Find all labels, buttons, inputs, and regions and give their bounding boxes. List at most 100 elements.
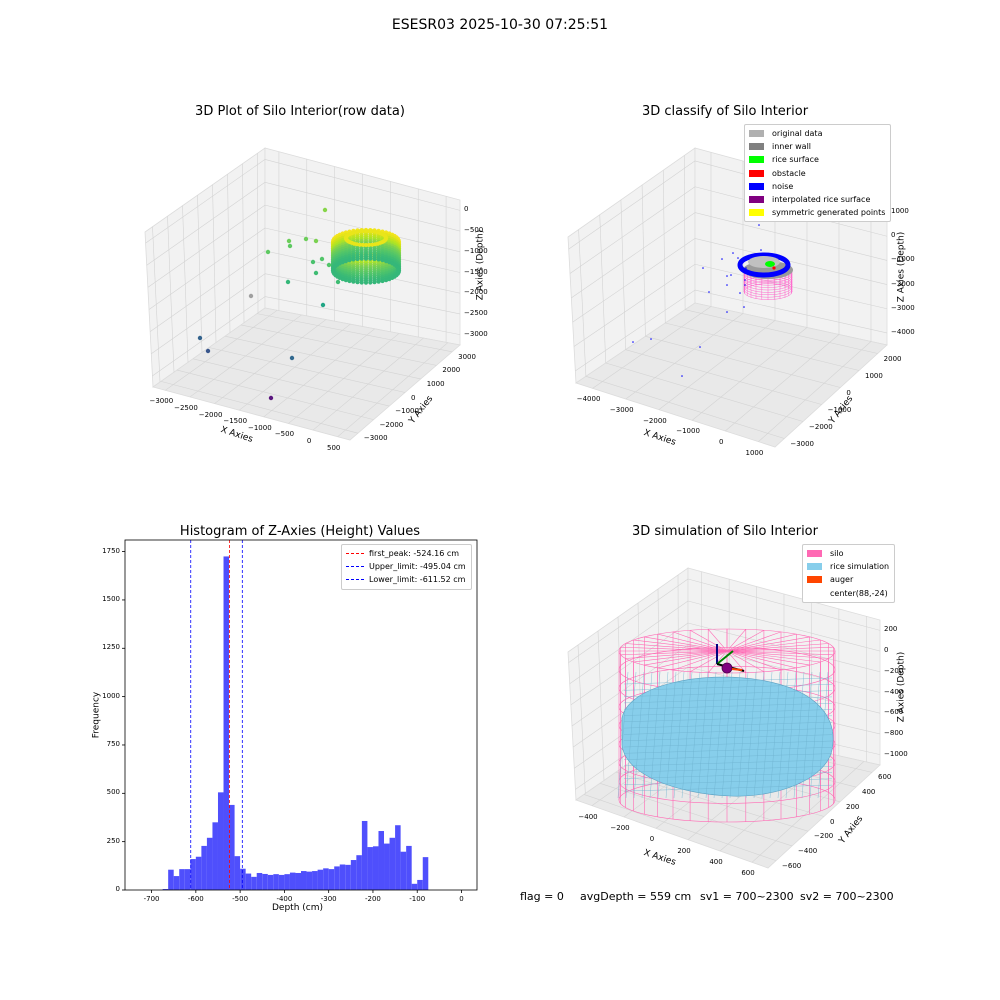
silo-roof-line	[689, 630, 765, 672]
data-point	[337, 256, 342, 261]
rice-mesh-line	[623, 753, 833, 760]
data-point	[351, 233, 356, 238]
legend-label: symmetric generated points	[772, 208, 886, 218]
data-point	[376, 239, 381, 244]
data-point	[387, 251, 392, 256]
data-point	[376, 242, 381, 247]
data-point	[376, 259, 381, 264]
data-point	[352, 241, 357, 246]
data-point	[384, 260, 389, 265]
grid-line	[189, 314, 302, 398]
data-point	[331, 263, 336, 268]
z-tick-label: 0	[464, 205, 469, 214]
y-tick-label: 0	[115, 885, 120, 893]
data-point	[390, 232, 395, 237]
plot2-floor-pane	[575, 302, 888, 448]
data-point	[355, 260, 360, 265]
data-point	[347, 252, 352, 257]
data-point	[396, 248, 401, 253]
data-point	[392, 274, 397, 279]
data-point	[384, 249, 389, 254]
x-tick-label: 400	[709, 858, 723, 866]
data-point	[392, 233, 397, 239]
data-point	[340, 246, 345, 251]
data-point	[347, 263, 352, 268]
legend-entry: auger	[807, 573, 889, 586]
histogram-bar	[323, 868, 329, 890]
silo-roof-line	[707, 629, 747, 673]
data-point	[332, 258, 337, 263]
data-point	[331, 242, 336, 247]
x-tick-label: −1000	[247, 423, 272, 432]
x-tick-label: 0	[306, 437, 312, 446]
data-point	[333, 257, 338, 262]
rice-mesh-line	[623, 696, 833, 704]
noise-point	[745, 267, 747, 269]
data-point	[368, 251, 373, 256]
data-point	[351, 250, 356, 255]
grid-line	[224, 335, 421, 380]
rice-mesh-line	[617, 671, 629, 799]
data-point	[368, 239, 373, 244]
grid-line	[152, 226, 161, 383]
y-tick-label: −2000	[809, 422, 833, 431]
data-point	[375, 241, 380, 246]
data-point	[331, 250, 336, 255]
data-point	[359, 267, 364, 272]
data-point	[332, 256, 337, 261]
data-point	[363, 245, 369, 250]
grid-line	[599, 783, 793, 847]
data-point	[380, 249, 385, 254]
data-point	[367, 242, 372, 247]
data-point	[396, 254, 401, 259]
status-sv1: sv1 = 700~2300	[700, 890, 794, 903]
data-point	[347, 250, 352, 255]
data-point	[330, 244, 336, 249]
data-point	[333, 251, 338, 256]
data-point	[395, 258, 400, 263]
data-point	[355, 255, 360, 261]
rice-mesh-line	[623, 766, 833, 773]
data-point	[387, 242, 392, 247]
interpolated-ring	[743, 273, 793, 291]
legend-swatch	[749, 169, 764, 177]
grid-line	[568, 578, 689, 663]
data-point	[359, 250, 364, 255]
data-point	[354, 242, 359, 247]
data-point	[376, 237, 381, 242]
z-tick-label: −1000	[891, 255, 915, 264]
data-point	[395, 269, 400, 274]
interpolated-ring	[743, 264, 793, 281]
data-point	[372, 245, 377, 251]
data-point	[287, 243, 293, 249]
data-point	[363, 280, 369, 285]
data-point	[355, 277, 360, 283]
data-point	[331, 248, 336, 253]
z-tick-label: 1000	[891, 207, 909, 216]
y-tick-label: 0	[846, 388, 851, 397]
data-point	[359, 232, 364, 237]
data-point	[394, 263, 399, 269]
data-point	[337, 254, 342, 259]
data-point	[359, 234, 364, 239]
x-tick-label: −1000	[676, 427, 700, 436]
data-point	[372, 243, 377, 248]
data-point	[396, 244, 402, 249]
x-tick-label: -400	[276, 895, 293, 903]
data-point	[396, 247, 401, 252]
rice-mesh-line	[623, 715, 833, 722]
x-tick-label: −2000	[198, 410, 223, 419]
data-point	[319, 256, 325, 262]
data-point	[381, 232, 386, 237]
plot3-ylabel: Frequency	[91, 691, 102, 739]
data-point	[387, 268, 392, 273]
data-point	[330, 257, 336, 262]
data-point	[390, 273, 395, 278]
data-point	[390, 256, 395, 261]
grid-line	[227, 174, 231, 333]
data-point	[347, 238, 352, 243]
data-point	[337, 253, 342, 258]
data-point	[343, 273, 348, 278]
data-point	[396, 245, 401, 251]
obstacle-point	[772, 266, 776, 270]
